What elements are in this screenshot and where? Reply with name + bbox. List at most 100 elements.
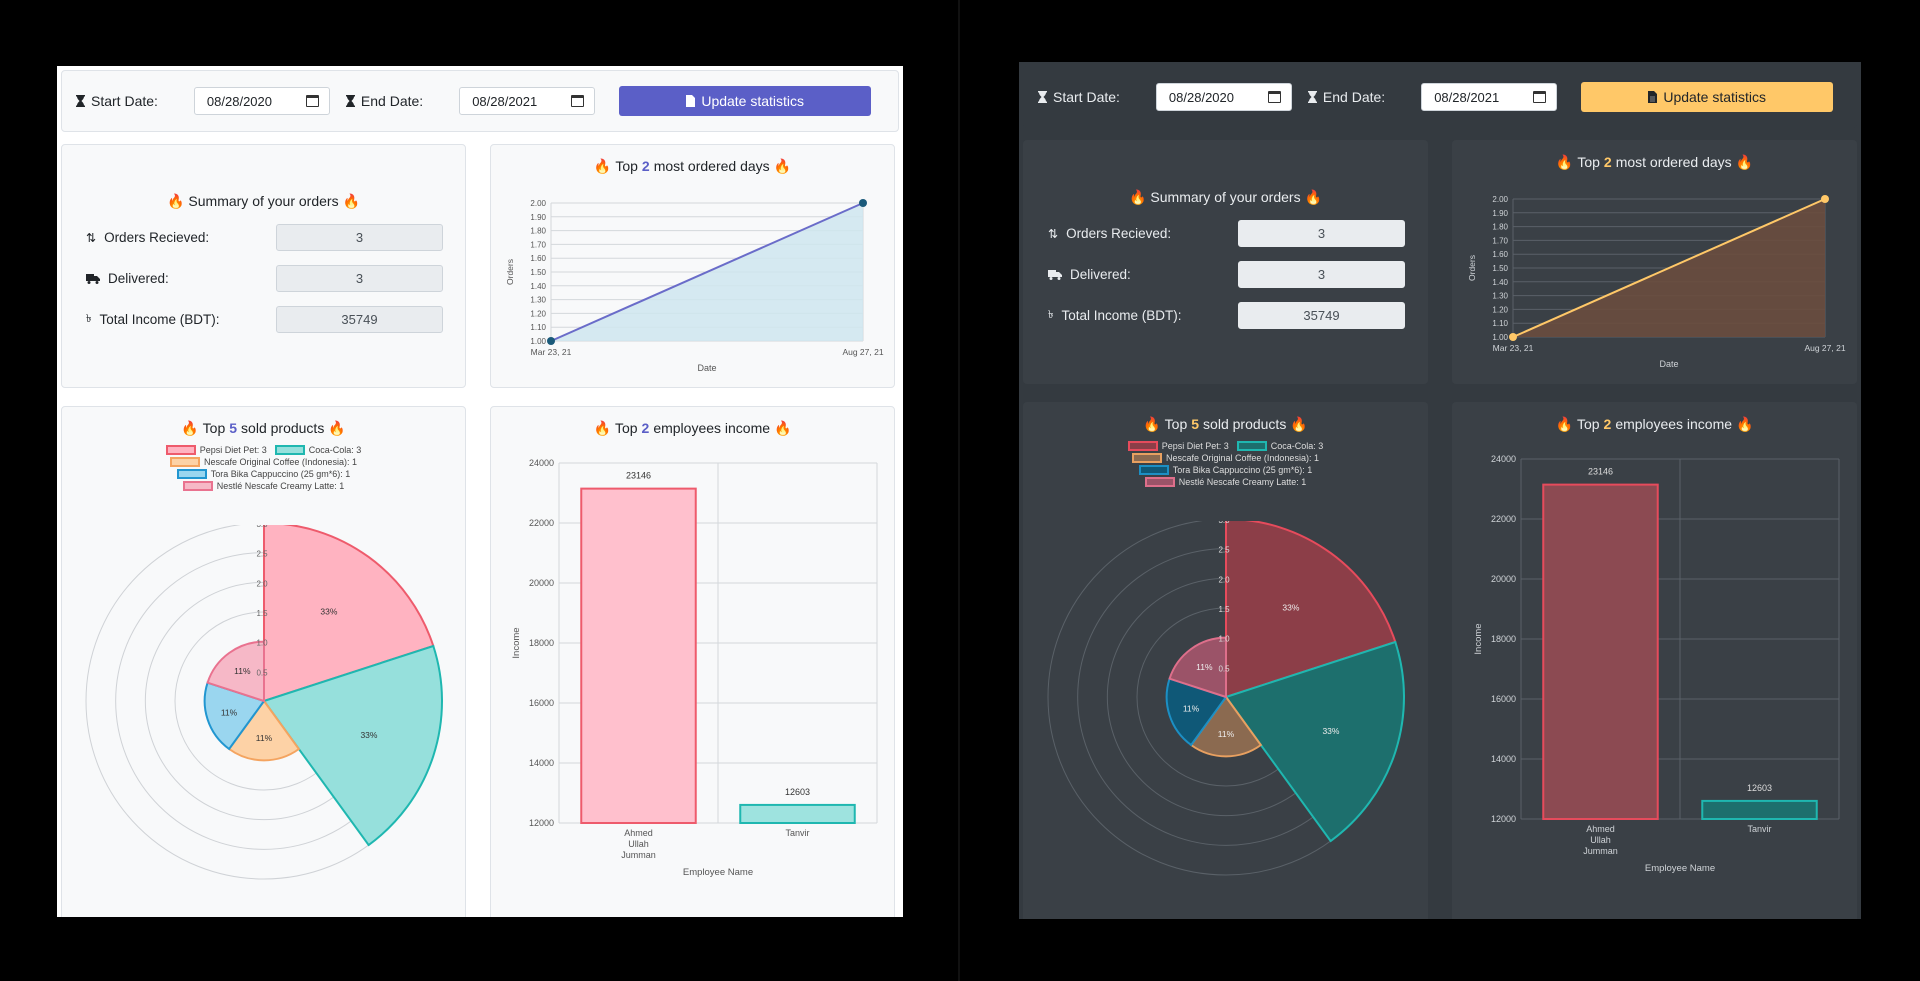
percent-label: 11% [1218, 729, 1235, 739]
legend-item[interactable]: Nescafe Original Coffee (Indonesia): 1 [1132, 453, 1319, 463]
r-tick-label: 1.5 [256, 609, 268, 618]
title-count: 2 [1603, 154, 1612, 170]
top-days-card: 🔥 Top 2 most ordered days 🔥 1.00 1.10 1.20… [1452, 140, 1857, 384]
title-count: 5 [229, 420, 238, 436]
y-tick-label: 2.00 [530, 199, 546, 208]
legend-item[interactable]: Tora Bika Cappuccino (25 gm*6): 1 [1138, 465, 1312, 475]
polar-slice [203, 681, 266, 751]
y-tick-label: 16000 [529, 698, 554, 708]
y-axis-title: Orders [1467, 255, 1477, 281]
stats-grid: 🔥 Summary of your orders 🔥 ⇅ Orders Reci… [1023, 140, 1857, 919]
legend-item[interactable]: Pepsi Diet Pet: 3 [165, 445, 267, 455]
y-tick-label: 12000 [529, 818, 554, 828]
legend-item[interactable]: Tora Bika Cappuccino (25 gm*6): 1 [176, 469, 350, 479]
x-tick-label: Aug 27, 21 [842, 347, 883, 357]
end-date-input[interactable]: 08/28/2021 [1421, 83, 1558, 111]
flame-icon: 🔥 [328, 420, 346, 436]
top-employees-bar-chart: 12000 14000 16000 18000 20000 22000 24000 23146… [511, 458, 878, 878]
title-suffix: employees income [1615, 416, 1733, 432]
legend-item[interactable]: Nescafe Original Coffee (Indonesia): 1 [170, 457, 357, 467]
legend-item[interactable]: Nestlé Nescafe Creamy Latte: 1 [182, 481, 344, 491]
summary-card: 🔥 Summary of your orders 🔥 ⇅ Orders Reci… [61, 144, 466, 388]
start-date-group: Start Date: [1038, 89, 1120, 105]
income-label-group: ৳ Total Income (BDT): [1048, 306, 1182, 325]
title-prefix: Top [1164, 416, 1188, 432]
r-tick-label: 2.0 [256, 579, 268, 588]
y-tick-label: 1.90 [530, 213, 546, 222]
taka-icon: ৳ [1048, 309, 1054, 321]
end-date-input[interactable]: 08/28/2021 [459, 87, 596, 115]
bar-data-label: 12603 [785, 787, 810, 797]
r-tick-label: 1.0 [1218, 635, 1230, 644]
y-tick-label: 14000 [1491, 754, 1516, 764]
delivered-label-group: Delivered: [1048, 267, 1131, 282]
y-tick-label: 22000 [529, 518, 554, 528]
update-statistics-button[interactable]: Update statistics [1581, 82, 1834, 112]
title-prefix: Top [202, 420, 226, 436]
summary-title: 🔥 Summary of your orders 🔥 [1024, 189, 1427, 206]
x-tick-label: Mar 23, 21 [531, 347, 572, 357]
title-suffix: sold products [241, 420, 325, 436]
truck-icon [1048, 269, 1062, 280]
title-suffix: employees income [653, 420, 771, 436]
calendar-icon[interactable] [1533, 91, 1547, 103]
top-products-polar-chart: 33% 33% 11% 11% 11% 0.5 1.0 1.5 2.0 2.5 3.0 [85, 525, 443, 880]
delivered-label: Delivered: [1070, 267, 1131, 282]
orders-row: ⇅ Orders Recieved: 3 [1024, 220, 1427, 247]
income-label: Total Income (BDT): [99, 312, 220, 327]
orders-label-group: ⇅ Orders Recieved: [1048, 226, 1171, 241]
delivered-value: 3 [1238, 261, 1405, 288]
x-tick-label: Ullah [1590, 835, 1611, 845]
update-statistics-button[interactable]: Update statistics [619, 86, 872, 116]
bar [1542, 483, 1659, 821]
flame-icon: 🔥 [1735, 154, 1754, 170]
file-icon [1648, 91, 1658, 103]
delivered-row: Delivered: 3 [62, 265, 465, 292]
legend-item[interactable]: Coca-Cola: 3 [1236, 441, 1324, 451]
line-point [859, 199, 867, 207]
legend-item[interactable]: Coca-Cola: 3 [274, 445, 362, 455]
top-days-card: 🔥 Top 2 most ordered days 🔥 1.00 1.10 1.20… [490, 144, 895, 388]
y-tick-label: 24000 [1491, 454, 1516, 464]
start-date-label: Start Date: [1053, 89, 1120, 105]
bar-data-label: 23146 [1588, 467, 1613, 477]
legend-item[interactable]: Nestlé Nescafe Creamy Latte: 1 [1144, 477, 1307, 487]
top-products-title: 🔥 Top 5 sold products 🔥 [1024, 416, 1427, 433]
percent-label: 33% [1282, 603, 1299, 613]
y-tick-label: 1.40 [530, 282, 546, 291]
r-tick-label: 2.5 [256, 550, 268, 559]
r-tick-label: 2.5 [1218, 546, 1230, 555]
end-date-value: 08/28/2021 [472, 93, 538, 109]
orders-label: Orders Recieved: [104, 230, 210, 245]
polar-slice [227, 699, 301, 762]
legend-swatch [182, 481, 213, 491]
y-tick-label: 1.00 [1492, 333, 1508, 342]
start-date-label: Start Date: [91, 93, 158, 109]
x-axis-title: Date [1659, 359, 1678, 369]
top-days-title: 🔥 Top 2 most ordered days 🔥 [1453, 154, 1856, 171]
summary-title-text: Summary of your orders [188, 193, 339, 209]
title-prefix: Top [1577, 154, 1600, 170]
y-tick-label: 2.00 [1492, 195, 1508, 204]
calendar-icon[interactable] [1267, 91, 1281, 103]
taka-icon: ৳ [86, 313, 92, 325]
y-tick-label: 18000 [1491, 634, 1516, 644]
legend-item[interactable]: Pepsi Diet Pet: 3 [1127, 441, 1229, 451]
title-suffix: most ordered days [653, 158, 770, 174]
r-tick-label: 3.0 [1218, 521, 1230, 525]
start-date-input[interactable]: 08/28/2020 [193, 87, 330, 115]
top-days-title: 🔥 Top 2 most ordered days 🔥 [491, 158, 894, 175]
x-axis-title: Employee Name [1645, 863, 1715, 874]
legend-label: Nestlé Nescafe Creamy Latte: 1 [1178, 477, 1307, 487]
legend-label: Coca-Cola: 3 [1270, 441, 1324, 451]
products-legend: Pepsi Diet Pet: 3 Coca-Cola: 3 Nescafe Ori… [144, 445, 384, 491]
polar-slice [1225, 521, 1397, 699]
income-value: 35749 [1238, 302, 1405, 329]
legend-label: Nescafe Original Coffee (Indonesia): 1 [204, 457, 357, 467]
y-tick-label: 1.10 [530, 323, 546, 332]
start-date-input[interactable]: 08/28/2020 [1155, 83, 1292, 111]
calendar-icon[interactable] [305, 95, 319, 107]
y-tick-label: 1.10 [1492, 319, 1508, 328]
calendar-icon[interactable] [571, 95, 585, 107]
legend-label: Coca-Cola: 3 [308, 445, 362, 455]
